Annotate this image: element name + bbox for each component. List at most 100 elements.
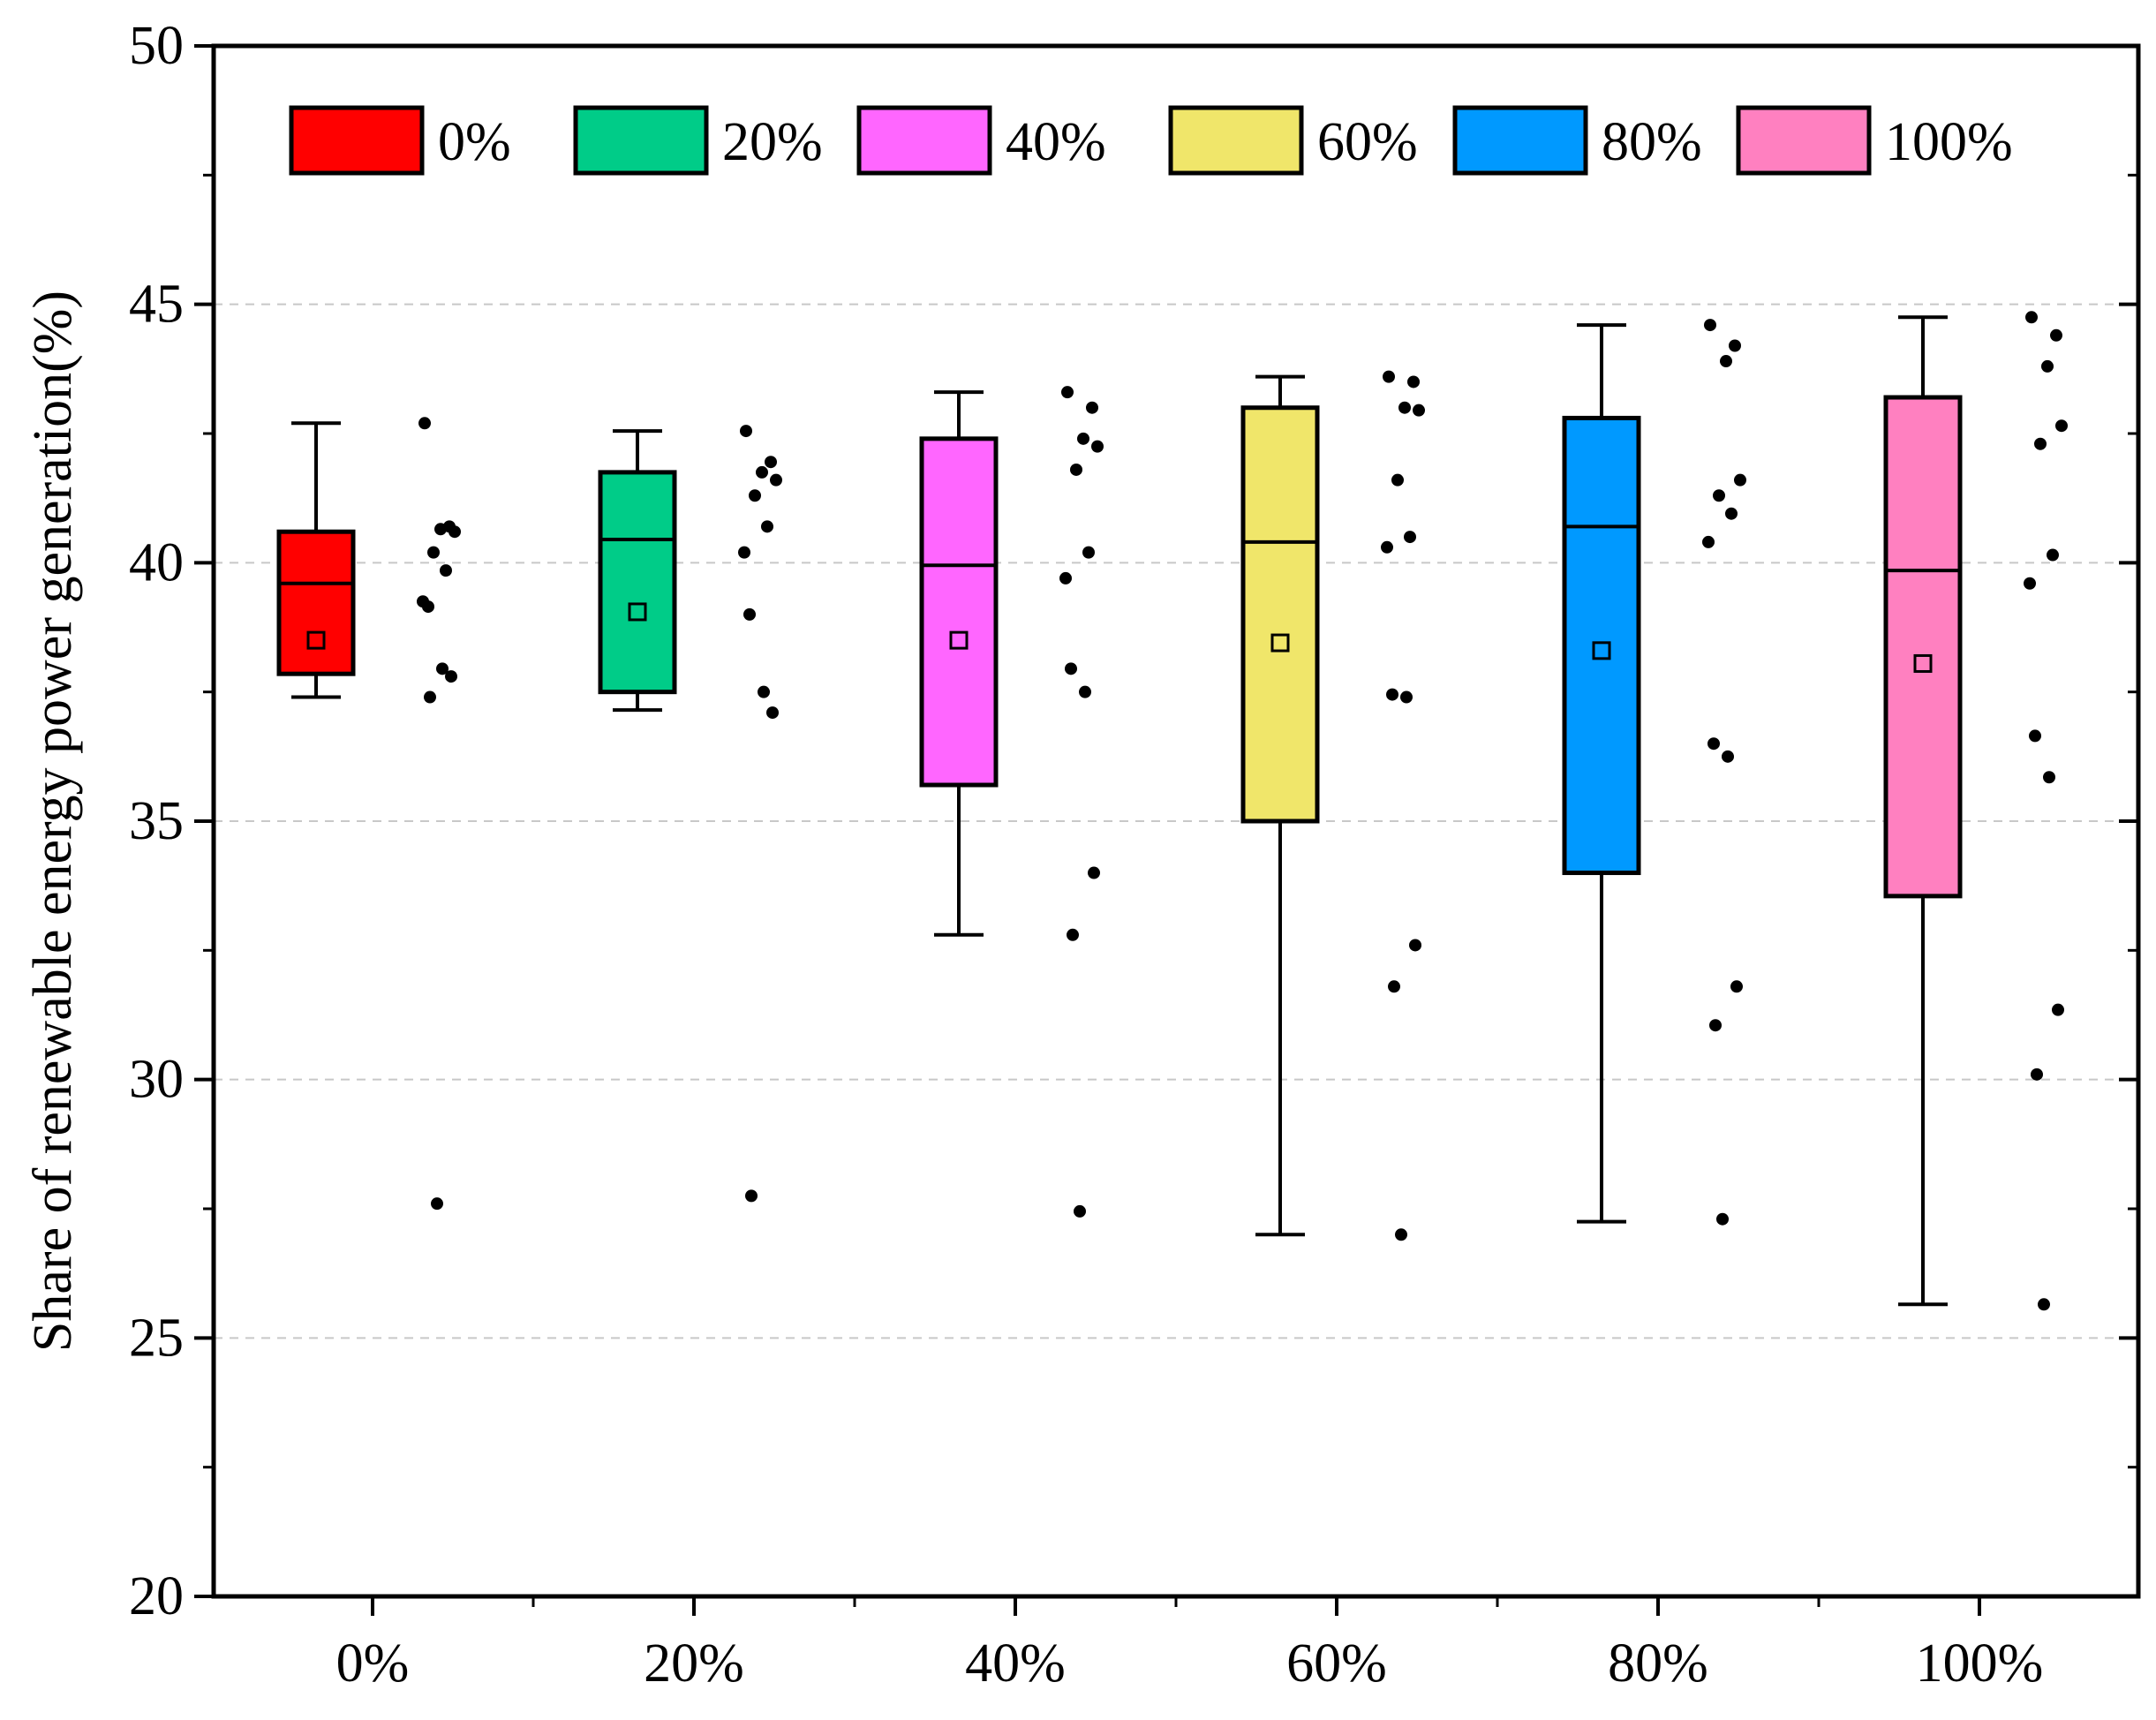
data-point	[1407, 375, 1420, 389]
data-point	[770, 473, 782, 487]
data-point	[2055, 419, 2068, 433]
legend-swatch	[1168, 105, 1304, 176]
legend-item-5: 100%	[1736, 105, 2013, 176]
data-point	[1722, 750, 1734, 763]
data-point	[449, 525, 461, 539]
points-0	[417, 417, 461, 1211]
box-4	[1562, 323, 1641, 1224]
data-point	[1383, 370, 1395, 383]
mean-marker	[306, 630, 326, 650]
data-point	[424, 690, 436, 704]
data-point	[2038, 1298, 2050, 1311]
legend-label: 60%	[1317, 112, 1418, 172]
x-tick-label-2: 40%	[965, 1633, 1066, 1694]
data-point	[1398, 401, 1411, 414]
data-point	[445, 670, 457, 683]
data-point	[2034, 437, 2047, 450]
data-points	[417, 311, 2068, 1311]
y-tick-label-50: 50	[129, 16, 184, 76]
legend-item-0: 0%	[289, 105, 511, 176]
y-tick-label-45: 45	[129, 275, 184, 335]
x-tick-label-0: 0%	[336, 1633, 410, 1694]
data-point	[1702, 535, 1715, 548]
data-point	[2041, 359, 2054, 373]
y-axis-title: Share of renewable energy power generati…	[23, 290, 83, 1352]
box-iqr	[598, 470, 677, 695]
data-point	[1409, 939, 1421, 952]
data-point	[1725, 507, 1738, 520]
data-point	[431, 1197, 443, 1211]
data-point	[1088, 866, 1100, 879]
data-point	[1391, 473, 1404, 487]
x-tick-label-4: 80%	[1608, 1633, 1708, 1694]
mean-marker	[949, 630, 969, 650]
legend-swatch	[856, 105, 992, 176]
box-0	[276, 421, 356, 699]
data-point	[765, 456, 777, 469]
data-point	[1082, 546, 1095, 559]
box-5	[1883, 315, 1963, 1307]
box-iqr	[276, 529, 356, 676]
data-point	[1729, 339, 1741, 352]
legend: 0% 20% 40% 60% 80% 100%	[289, 105, 2013, 176]
legend-label: 80%	[1602, 112, 1702, 172]
data-point	[1065, 662, 1077, 675]
box-iqr	[1883, 395, 1963, 899]
data-point	[743, 607, 756, 621]
data-point	[2043, 771, 2055, 784]
data-point	[1734, 473, 1746, 487]
data-point	[761, 520, 773, 533]
x-tick-label-3: 60%	[1286, 1633, 1387, 1694]
y-axis: 20 25 30 35 40 45 50	[129, 16, 2138, 1626]
data-point	[440, 564, 452, 577]
box-1	[598, 429, 677, 713]
data-point	[1713, 489, 1725, 502]
data-point	[1707, 737, 1720, 751]
data-point	[749, 489, 761, 502]
box-iqr	[1562, 415, 1641, 876]
legend-label: 100%	[1885, 112, 2013, 172]
legend-label: 0%	[438, 112, 511, 172]
points-2	[1059, 386, 1104, 1218]
legend-item-3: 60%	[1168, 105, 1418, 176]
data-point	[1091, 440, 1104, 453]
legend-item-4: 80%	[1452, 105, 1702, 176]
legend-label: 20%	[722, 112, 823, 172]
data-point	[427, 546, 440, 559]
y-tick-label-20: 20	[129, 1566, 184, 1626]
data-point	[1716, 1212, 1729, 1226]
legend-swatch	[1452, 105, 1588, 176]
data-point	[1086, 401, 1098, 414]
y-tick-label-35: 35	[129, 791, 184, 851]
data-point	[2050, 328, 2062, 342]
mean-marker	[1913, 653, 1933, 673]
data-point	[1720, 355, 1732, 368]
data-point	[1077, 432, 1089, 445]
data-point	[2031, 1067, 2043, 1081]
data-point	[436, 662, 449, 675]
data-point	[2047, 548, 2059, 562]
data-point	[1381, 540, 1393, 554]
legend-item-2: 40%	[856, 105, 1106, 176]
x-axis: 0% 20% 40% 60% 80% 100%	[336, 1596, 2043, 1694]
y-tick-label-40: 40	[129, 532, 184, 592]
grid-lines	[214, 303, 2138, 1339]
data-point	[1079, 685, 1091, 698]
data-point	[758, 685, 770, 698]
mean-marker	[1592, 641, 1611, 660]
points-1	[738, 425, 782, 1203]
data-point	[1059, 571, 1072, 585]
data-point	[2024, 577, 2036, 590]
data-point	[1704, 319, 1716, 332]
y-tick-label-25: 25	[129, 1308, 184, 1368]
data-point	[434, 523, 447, 536]
points-3	[1381, 370, 1425, 1241]
x-tick-label-1: 20%	[644, 1633, 744, 1694]
y-tick-label-30: 30	[129, 1050, 184, 1110]
data-point	[1413, 404, 1425, 417]
data-point	[1074, 1204, 1086, 1218]
data-point	[418, 417, 431, 430]
data-point	[1067, 928, 1079, 941]
box-2	[919, 390, 999, 937]
